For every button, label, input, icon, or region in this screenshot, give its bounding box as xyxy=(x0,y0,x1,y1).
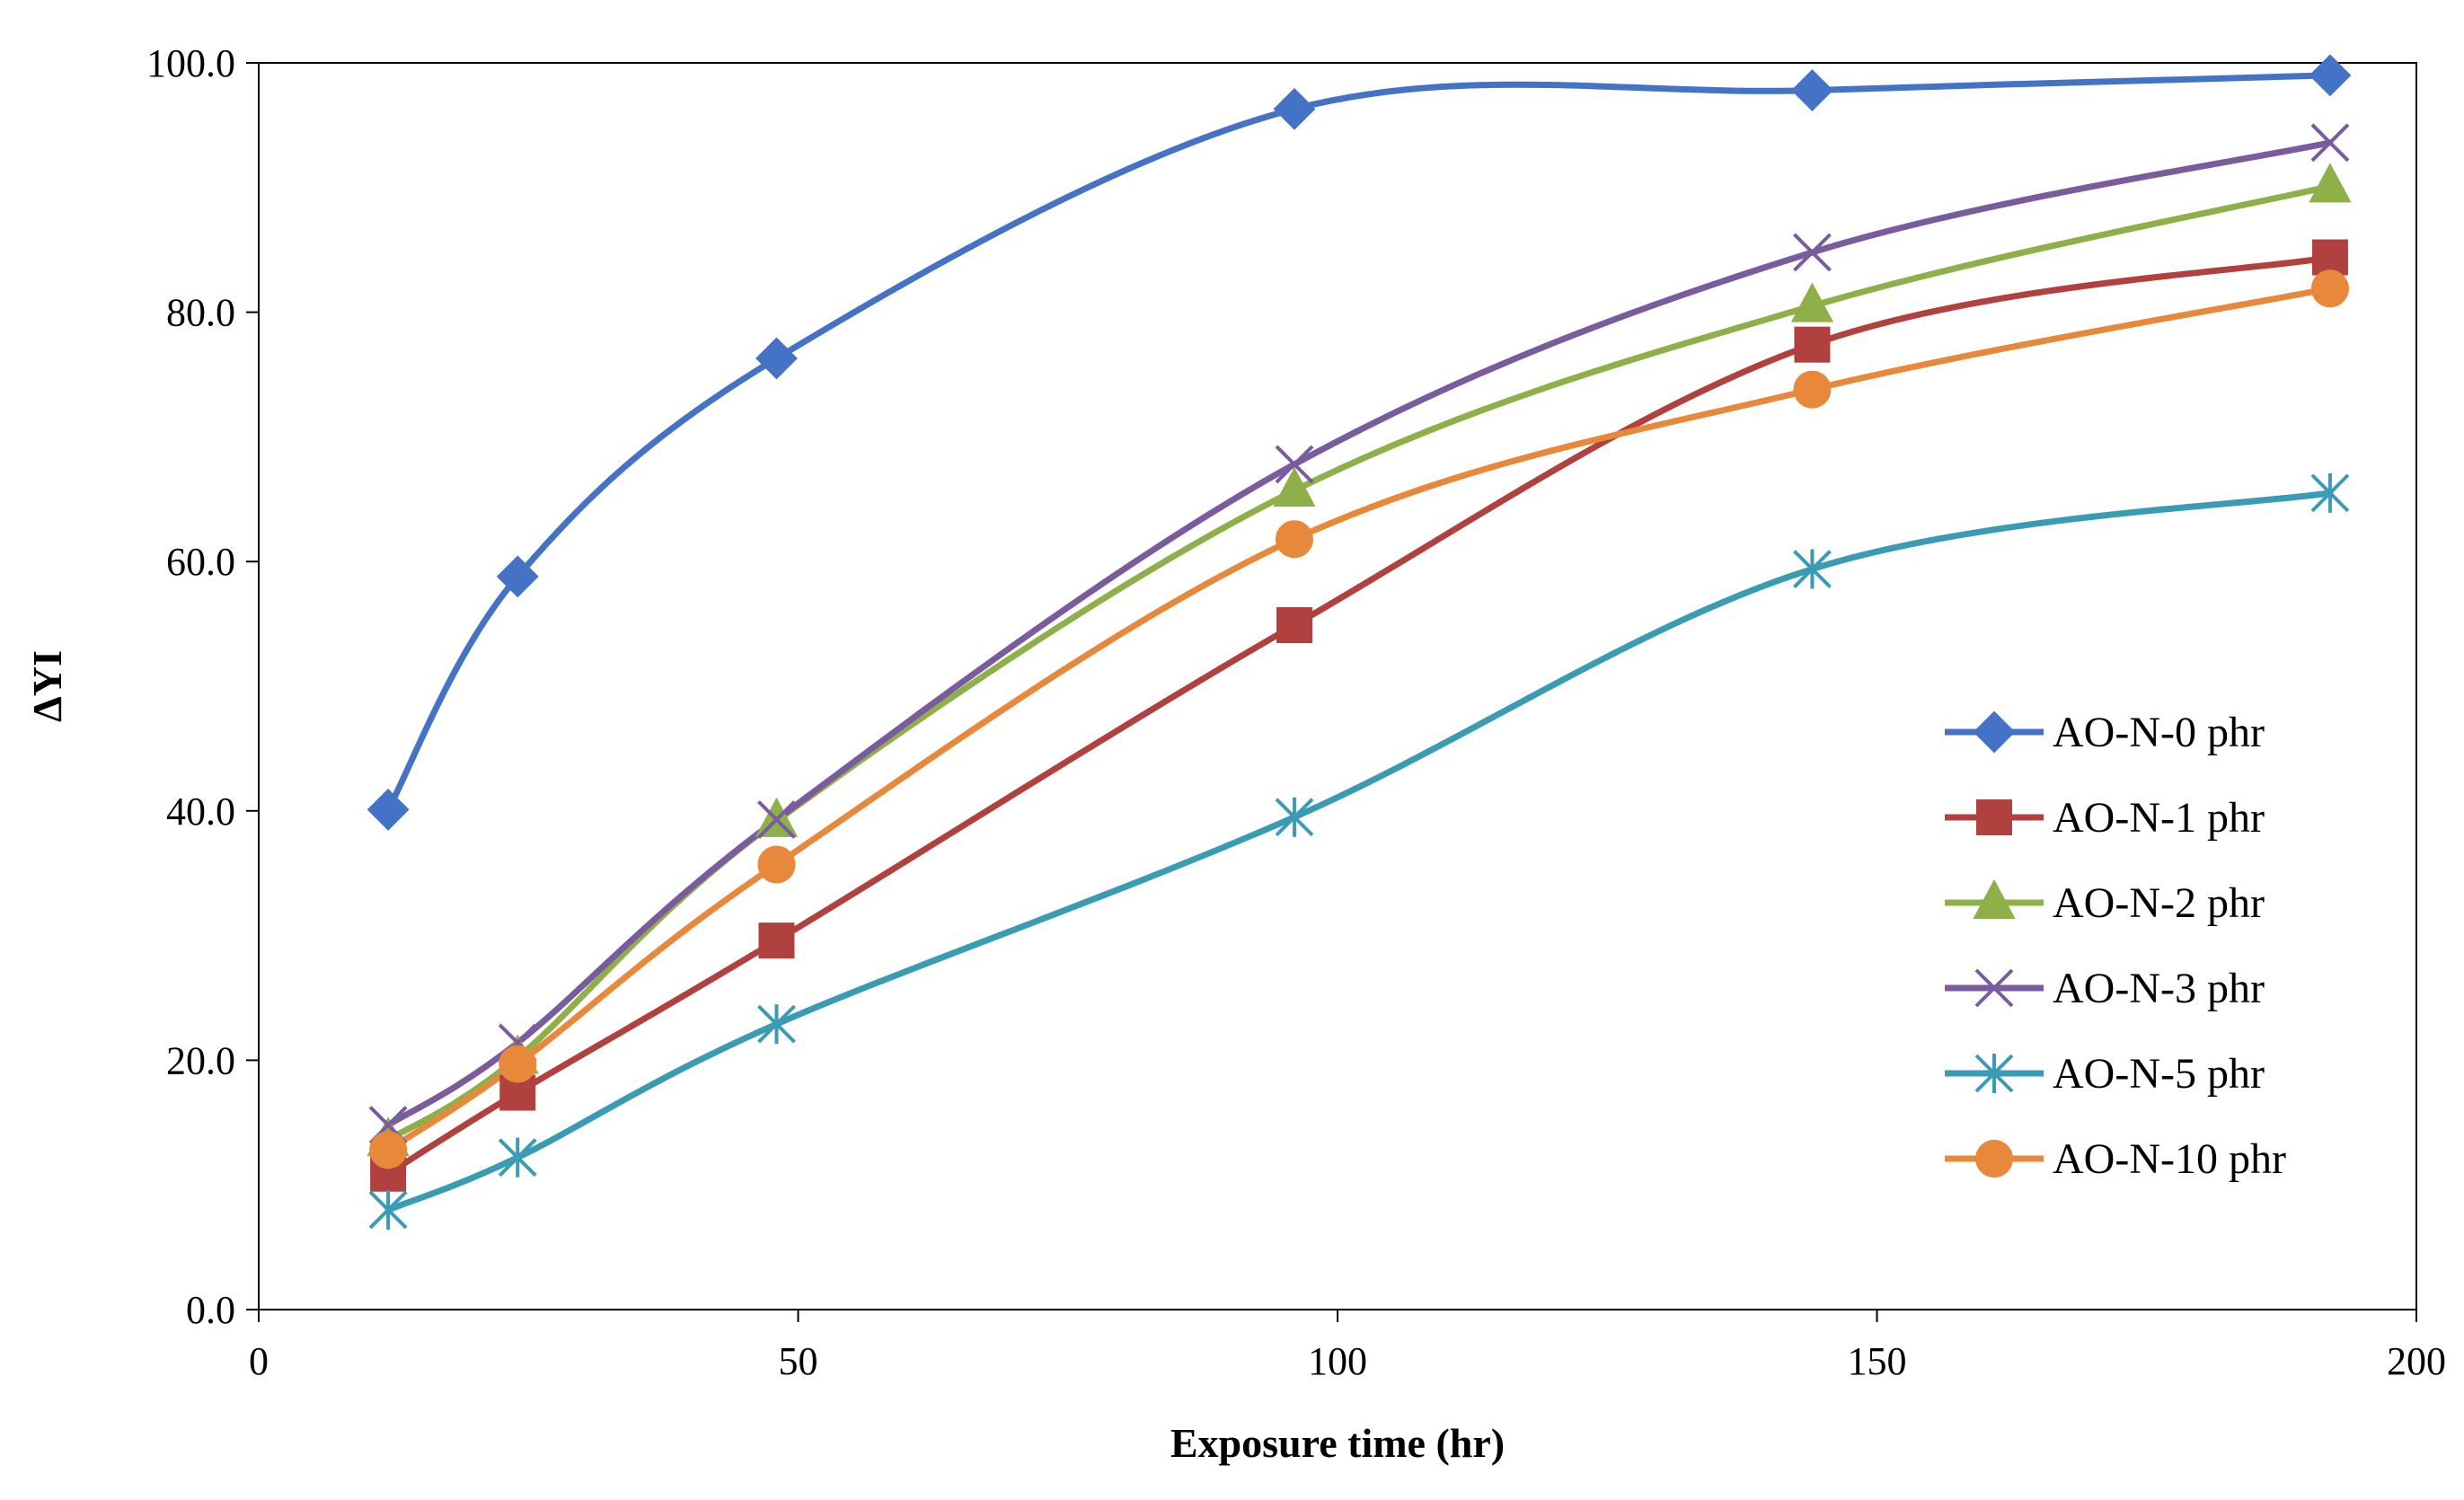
data-point xyxy=(758,922,795,959)
legend-swatch-marker xyxy=(1973,710,2016,754)
x-tick-label: 50 xyxy=(779,1339,818,1383)
data-point xyxy=(1275,445,1314,484)
data-point xyxy=(755,337,798,380)
legend-swatch-marker xyxy=(1973,878,2016,919)
markers-ao-n-1-phr xyxy=(370,239,2348,1192)
y-tick-label: 100.0 xyxy=(146,41,235,85)
legend-item: AO-N-2 phr xyxy=(1945,878,2265,927)
x-tick-label: 200 xyxy=(2387,1339,2446,1383)
series-line xyxy=(384,285,2334,1153)
data-point xyxy=(1793,233,1832,272)
data-point xyxy=(2309,163,2352,203)
data-point xyxy=(1275,797,1314,837)
x-axis-title: Exposure time (hr) xyxy=(1170,1420,1505,1466)
series-line xyxy=(384,139,2334,1129)
x-tick-label: 0 xyxy=(249,1339,269,1383)
legend-item: AO-N-0 phr xyxy=(1945,709,2265,756)
data-point xyxy=(2310,269,2349,308)
legend-swatch-marker xyxy=(1974,968,2014,1008)
series-ao-n-3-phr xyxy=(384,139,2334,1129)
series-ao-n-0-phr xyxy=(384,72,2334,813)
series-ao-n-1-phr xyxy=(384,254,2334,1178)
y-tick-label: 0.0 xyxy=(186,1288,235,1332)
data-point xyxy=(499,1045,537,1083)
data-point xyxy=(1791,69,1833,111)
data-point xyxy=(2310,472,2350,513)
legend-label: AO-N-3 phr xyxy=(2053,965,2265,1012)
data-point xyxy=(367,788,410,831)
data-point xyxy=(2311,239,2348,276)
data-point xyxy=(757,1004,796,1045)
x-tick-label: 100 xyxy=(1308,1339,1367,1383)
data-point xyxy=(757,845,796,884)
markers-ao-n-5-phr xyxy=(368,472,2350,1230)
legend-item: AO-N-1 phr xyxy=(1945,794,2265,842)
legend-label: AO-N-0 phr xyxy=(2053,709,2265,756)
legend-swatch-marker xyxy=(1975,1140,2013,1178)
data-point xyxy=(1790,282,1834,322)
y-tick-label: 40.0 xyxy=(166,790,235,834)
legend-label: AO-N-1 phr xyxy=(2053,794,2265,842)
legend: AO-N-0 phr AO-N-1 phr AO-N-2 phr AO-N-3 phr… xyxy=(1945,709,2286,1183)
data-point xyxy=(368,1189,408,1230)
legend-item: AO-N-3 phr xyxy=(1945,965,2265,1012)
series-line xyxy=(384,72,2334,813)
data-point xyxy=(1794,326,1831,363)
legend-label: AO-N-5 phr xyxy=(2053,1050,2265,1098)
data-point xyxy=(1793,370,1832,409)
series-ao-n-5-phr xyxy=(384,490,2334,1213)
legend-label: AO-N-2 phr xyxy=(2053,879,2265,927)
markers-ao-n-0-phr xyxy=(367,54,2352,831)
x-tick-label: 150 xyxy=(1848,1339,1907,1383)
y-axis-title: ΔYI xyxy=(24,650,70,722)
series-ao-n-10-phr xyxy=(384,285,2334,1153)
data-point xyxy=(498,1137,537,1178)
data-point xyxy=(2309,54,2352,97)
data-point xyxy=(1276,606,1312,643)
series-line xyxy=(384,182,2334,1143)
markers-ao-n-3-phr xyxy=(368,123,2350,1144)
series-ao-n-2-phr xyxy=(384,182,2334,1143)
data-point xyxy=(757,800,796,839)
series-group xyxy=(367,54,2352,1230)
series-line xyxy=(384,490,2334,1213)
data-point xyxy=(1273,87,1316,130)
legend-label: AO-N-10 phr xyxy=(2053,1135,2286,1183)
legend-item: AO-N-5 phr xyxy=(1945,1050,2265,1098)
y-tick-label: 20.0 xyxy=(166,1038,235,1082)
data-point xyxy=(1273,466,1316,507)
y-tick-label: 60.0 xyxy=(166,540,235,584)
data-point xyxy=(1793,549,1832,589)
data-point xyxy=(1275,520,1313,559)
series-line xyxy=(384,254,2334,1178)
y-tick-label: 80.0 xyxy=(166,291,235,335)
legend-swatch-marker xyxy=(1976,799,2012,835)
data-point xyxy=(369,1131,408,1169)
ticks: 0.0 20.0 40.0 60.0 80.0 100.0 0 50 100 150 200 xyxy=(146,41,2446,1383)
markers-ao-n-10-phr xyxy=(369,269,2349,1169)
legend-swatch-marker xyxy=(1974,1054,2014,1093)
data-point xyxy=(496,555,539,598)
data-point xyxy=(2310,123,2350,163)
legend-item: AO-N-10 phr xyxy=(1945,1135,2286,1183)
